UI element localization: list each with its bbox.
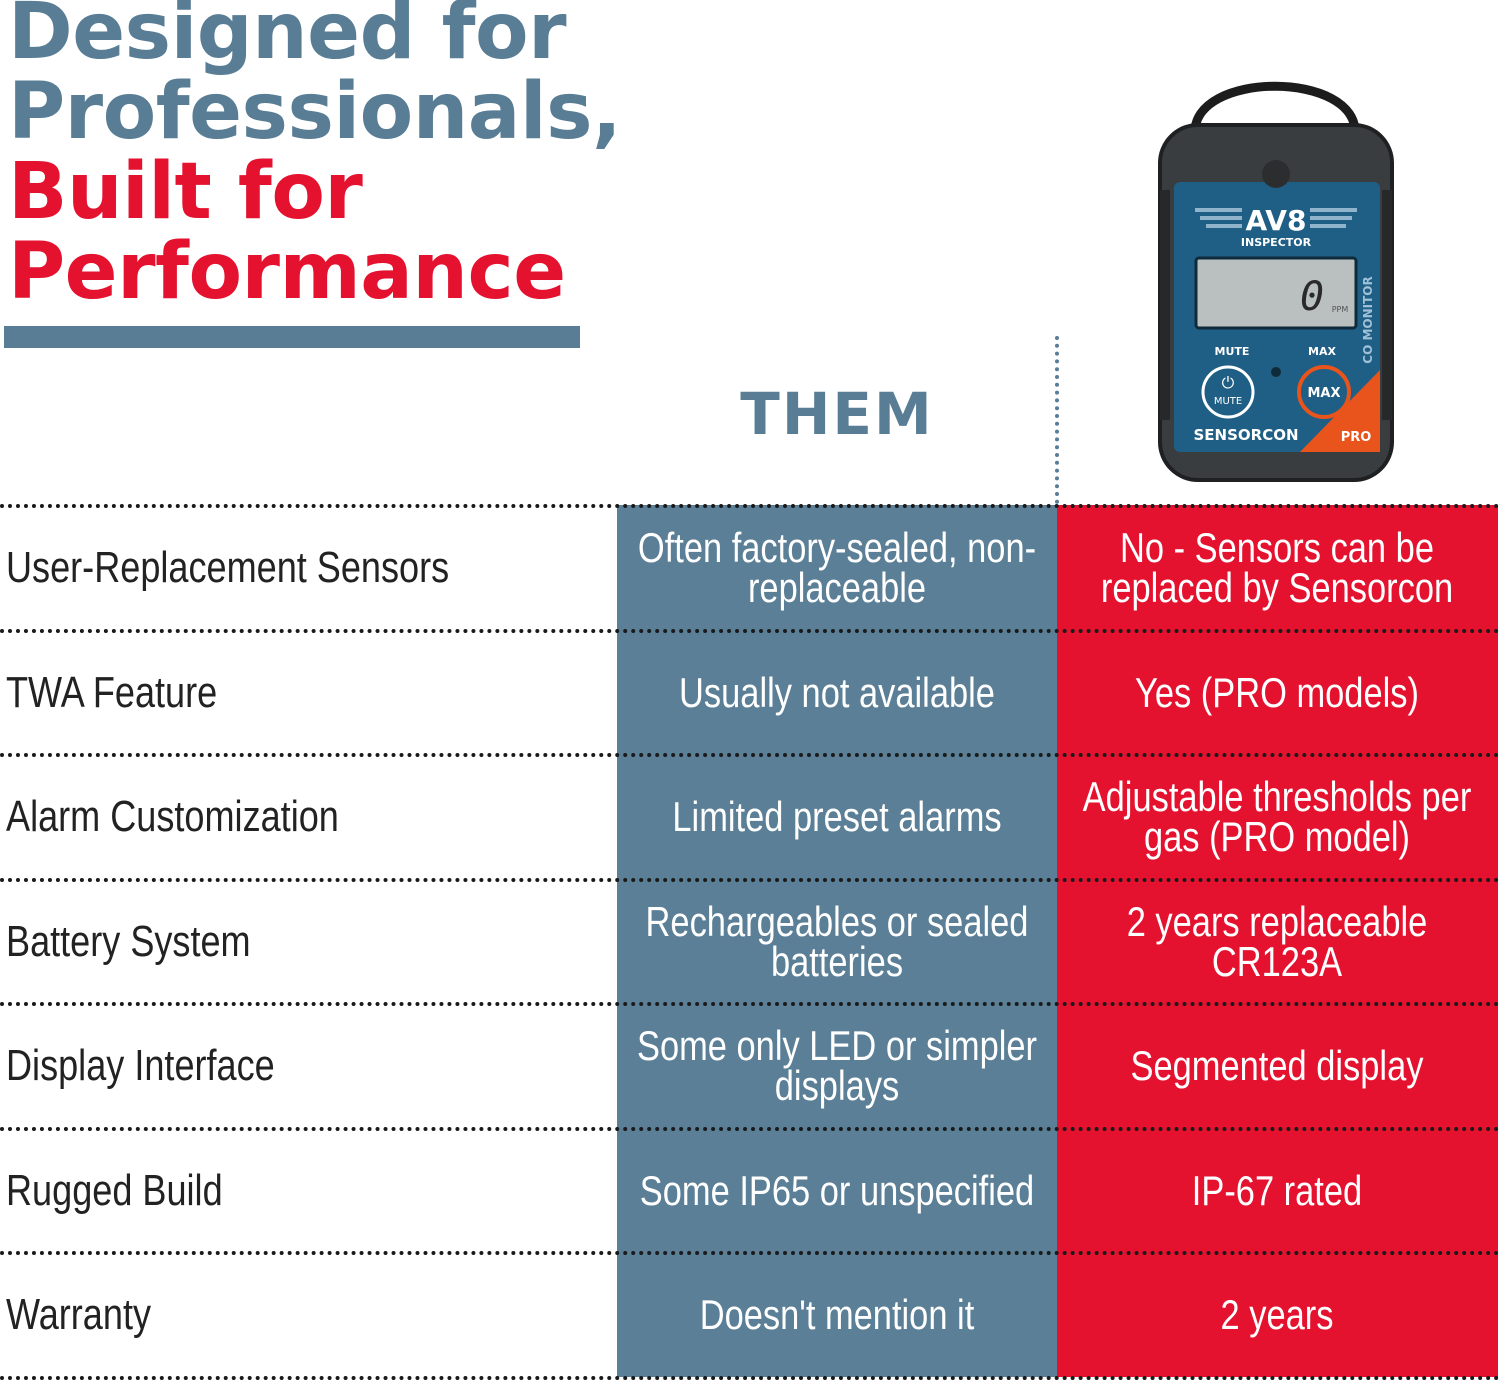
us-column-background <box>1057 505 1498 1377</box>
us-value: Adjustable thresholds per gas (PRO model… <box>1082 773 1472 860</box>
device-model: INSPECTOR <box>1241 236 1312 249</box>
case-grip-right <box>1382 190 1392 420</box>
max-button <box>1297 365 1351 419</box>
table-row: Battery System Rechargeables or sealed b… <box>0 880 1500 1004</box>
headline-underline <box>4 326 580 348</box>
table-row: User-Replacement Sensors Often factory-s… <box>0 506 1500 630</box>
row-divider <box>0 1251 1500 1255</box>
them-column-background <box>617 505 1057 1377</box>
power-icon: ⏻ <box>1222 373 1235 392</box>
row-divider <box>0 1127 1500 1131</box>
feature-label: Rugged Build <box>6 1166 223 1215</box>
table-row: Warranty Doesn't mention it 2 years <box>0 1253 1500 1377</box>
feature-label: Battery System <box>6 917 251 966</box>
them-value: Rechargeables or sealed batteries <box>645 898 1029 985</box>
lanyard-loop <box>1190 81 1360 136</box>
us-value: Segmented display <box>1130 1042 1424 1089</box>
table-row: TWA Feature Usually not available Yes (P… <box>0 631 1500 755</box>
them-column-header: THEM <box>740 380 934 448</box>
wing-right-icon <box>1310 208 1357 228</box>
headline-line-1: Designed for <box>8 0 567 77</box>
edition-label: PRO <box>1341 430 1372 445</box>
table-row: Alarm Customization Limited preset alarm… <box>0 755 1500 879</box>
them-value: Usually not available <box>679 669 995 716</box>
maker-label: SENSORCON <box>1193 426 1298 444</box>
headline-line-4: Performance <box>8 227 566 317</box>
headline-line-2: Professionals, <box>8 67 622 157</box>
wing-left-icon <box>1195 208 1242 228</box>
row-divider <box>0 629 1500 633</box>
max-indicator-label: MAX <box>1308 345 1336 358</box>
them-value: Doesn't mention it <box>699 1291 975 1338</box>
us-value: IP-67 rated <box>1191 1167 1363 1214</box>
row-divider <box>0 504 1500 508</box>
feature-label: TWA Feature <box>6 668 218 717</box>
lcd-reading: 0 <box>1300 274 1324 320</box>
them-value: Often factory-sealed, non-replaceable <box>637 524 1037 611</box>
headline-line-3: Built for <box>8 147 363 237</box>
lcd-unit: PPM <box>1332 305 1349 314</box>
max-button-label: MAX <box>1307 386 1340 401</box>
table-row: Display Interface Some only LED or simpl… <box>0 1004 1500 1128</box>
mute-button-label: MUTE <box>1214 396 1242 407</box>
us-value: 2 years replaceable CR123A <box>1126 898 1428 985</box>
row-divider <box>0 1376 1500 1380</box>
device-brand: AV8 <box>1246 204 1307 237</box>
them-value: Some IP65 or unspecified <box>639 1167 1035 1214</box>
lanyard-post <box>1262 160 1290 188</box>
mute-button <box>1201 365 1255 419</box>
them-value: Some only LED or simpler displays <box>636 1022 1038 1109</box>
us-value: No - Sensors can be replaced by Sensorco… <box>1100 524 1454 611</box>
mute-indicator-label: MUTE <box>1215 345 1250 358</box>
case-grip-left <box>1160 190 1170 420</box>
lcd-display <box>1194 256 1358 330</box>
table-row: Rugged Build Some IP65 or unspecified IP… <box>0 1129 1500 1253</box>
sensor-hole <box>1271 367 1281 377</box>
us-value: Yes (PRO models) <box>1135 669 1419 716</box>
row-divider <box>0 753 1500 757</box>
feature-label: Alarm Customization <box>6 792 339 841</box>
feature-label: User-Replacement Sensors <box>6 543 450 592</box>
headline: Designed for Professionals, Built for Pe… <box>8 0 622 317</box>
feature-label: Display Interface <box>6 1041 275 1090</box>
row-divider <box>0 1002 1500 1006</box>
side-label: CO MONITOR <box>1361 276 1375 363</box>
column-divider <box>1055 336 1059 504</box>
them-value: Limited preset alarms <box>672 793 1002 840</box>
row-divider <box>0 878 1500 882</box>
feature-label: Warranty <box>6 1290 152 1339</box>
co-monitor-device-image: AV8 INSPECTOR 0 PPM CO MONITOR MUTE MAX … <box>1158 81 1394 482</box>
us-value: 2 years <box>1220 1291 1334 1338</box>
